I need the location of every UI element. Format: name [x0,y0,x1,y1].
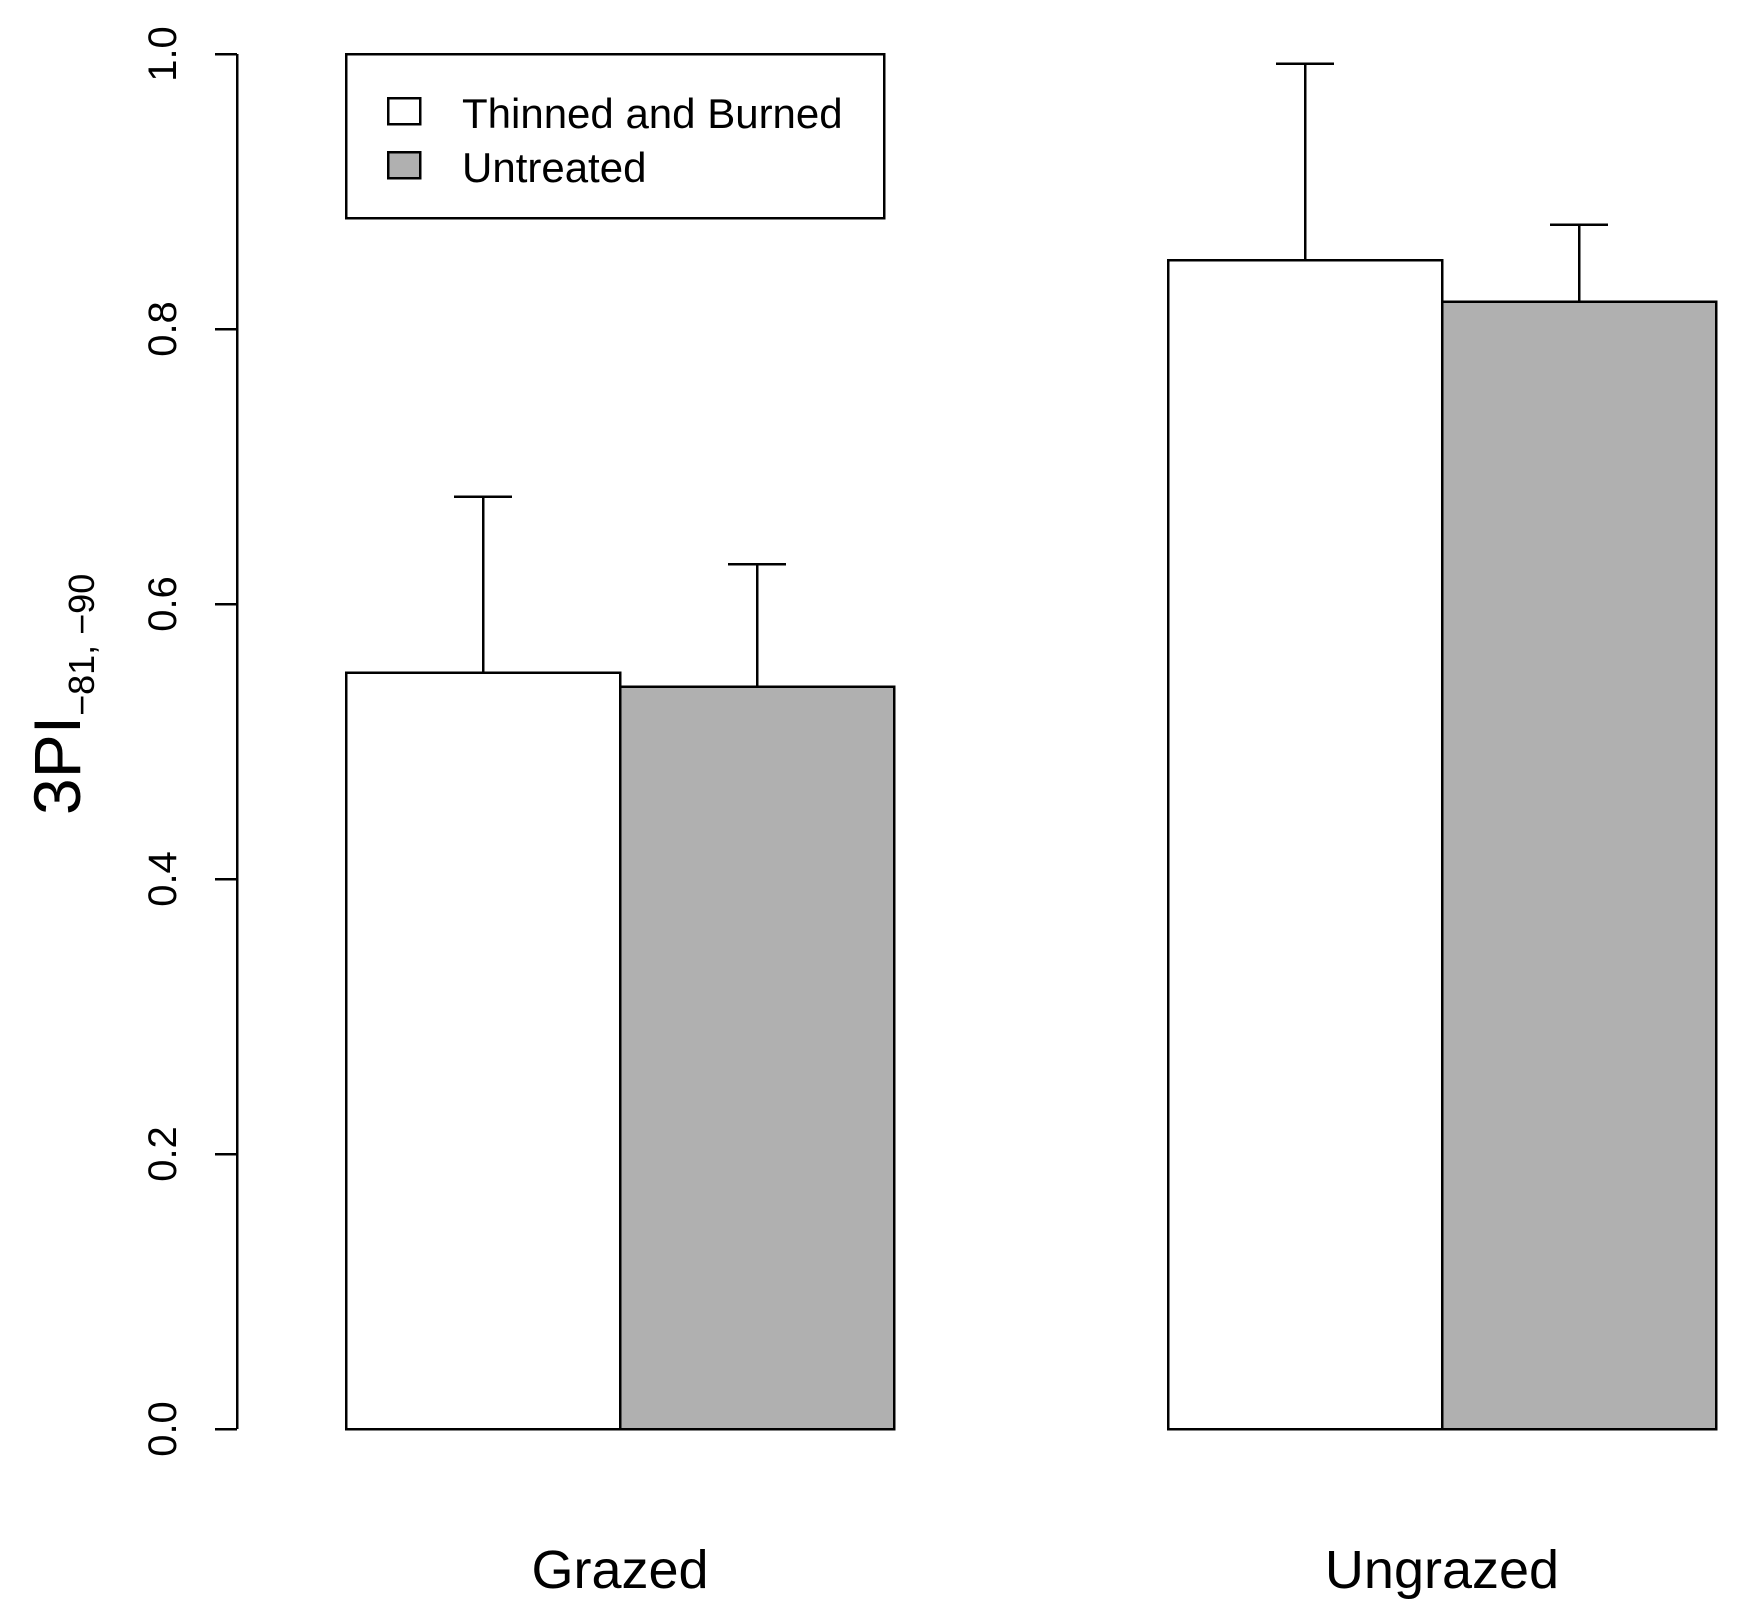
y-tick-label: 0.4 [141,851,185,907]
x-axis-labels: Grazed Ungrazed [531,1540,1559,1600]
legend-box [344,52,886,220]
y-tick-label: 0.6 [141,576,185,632]
y-tick-label: 0.0 [141,1401,185,1457]
y-tick-label: 0.8 [141,301,185,357]
legend-label-untreated: Untreated [462,144,646,191]
x-category-label: Ungrazed [1325,1540,1559,1600]
y-tick-label: 0.2 [141,1126,185,1182]
bar-grazed-thinned-and-burned [344,671,622,1431]
y-axis: 0.0 0.2 0.4 0.6 0.8 1.0 [141,26,239,1457]
x-category-label: Grazed [531,1540,708,1600]
y-axis-title-main: 3PI [20,716,94,815]
y-tick-label: 1.0 [141,26,185,82]
bars-group [344,259,1718,1431]
bar-grazed-untreated [618,685,896,1431]
bar-ungrazed-thinned-and-burned [1166,259,1444,1431]
legend-label-thinned-and-burned: Thinned and Burned [462,90,843,137]
legend-swatch-untreated [386,150,422,180]
y-axis-title-subscript: −81, −90 [61,574,102,716]
legend: Thinned and Burned Untreated [344,52,886,220]
legend-swatch-thinned-and-burned [386,96,422,126]
bar-ungrazed-untreated [1440,300,1718,1431]
y-axis-title: 3PI−81, −90 [20,574,102,815]
error-bars-group [454,62,1608,687]
